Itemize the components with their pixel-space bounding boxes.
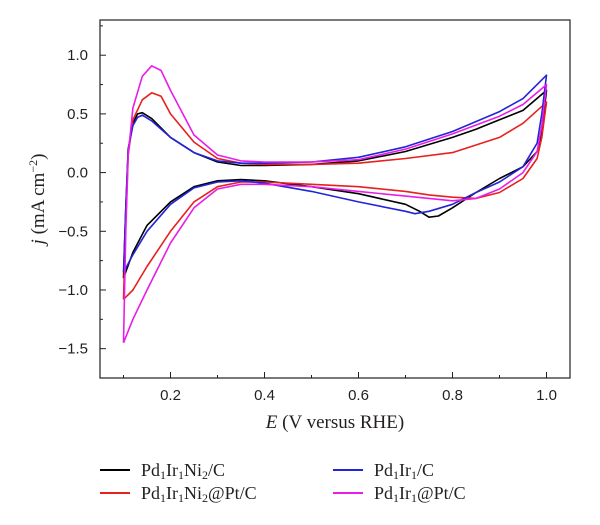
y-tick-label: 0.0 — [67, 165, 88, 182]
legend-label: Pd1Ir1@Pt/C — [374, 482, 466, 505]
cyclic-voltammetry-chart: 0.2 0.4 0.6 0.8 1.0 −1.5 −1.0 −0.5 0.0 0.5 1.0 E … — [26, 19, 571, 433]
series-line-3 — [122, 74, 548, 273]
y-tick-label: −1.5 — [58, 341, 88, 358]
legend-swatch — [333, 492, 363, 494]
legend-item: Pd1Ir1Ni2@Pt/C — [100, 481, 257, 505]
legend-label: Pd1Ir1Ni2@Pt/C — [141, 482, 257, 505]
x-axis-ticks: 0.2 0.4 0.6 0.8 1.0 — [123, 372, 557, 404]
y-axis-ticks: −1.5 −1.0 −0.5 0.0 0.5 1.0 — [58, 25, 106, 358]
legend-label: Pd1Ir1Ni2/C — [141, 459, 226, 482]
y-tick-label: 0.5 — [67, 106, 88, 123]
x-tick-label: 0.8 — [442, 387, 463, 404]
legend-swatch — [100, 492, 130, 494]
chart-legend: Pd1Ir1Ni2/C Pd1Ir1Ni2@Pt/C Pd1Ir1/C Pd1I… — [0, 448, 600, 518]
legend-item: Pd1Ir1/C — [333, 458, 434, 482]
legend-swatch — [100, 469, 130, 471]
x-axis-label-text: (V versus RHE) — [277, 412, 404, 433]
legend-item: Pd1Ir1@Pt/C — [333, 481, 466, 505]
y-tick-label: −1.0 — [58, 282, 88, 299]
y-axis-label-symbol: j — [28, 239, 49, 247]
y-tick-label: −0.5 — [58, 223, 88, 240]
y-axis-label-close: ) — [28, 154, 49, 160]
y-axis-label: j (mA cm−2) — [26, 154, 49, 248]
legend-item: Pd1Ir1Ni2/C — [100, 458, 225, 482]
y-tick-label: 1.0 — [67, 47, 88, 64]
y-axis-label-exponent: −2 — [26, 160, 40, 173]
legend-swatch — [333, 469, 363, 471]
legend-label: Pd1Ir1/C — [374, 459, 435, 482]
x-tick-label: 0.2 — [160, 387, 181, 404]
x-tick-label: 0.4 — [254, 387, 275, 404]
x-tick-label: 1.0 — [536, 387, 557, 404]
x-tick-label: 0.6 — [348, 387, 369, 404]
x-axis-label-symbol: E — [265, 412, 278, 433]
series-line-4 — [122, 65, 548, 344]
series-line-2 — [122, 92, 548, 300]
x-axis-label: E (V versus RHE) — [265, 412, 404, 433]
plot-curves — [122, 65, 548, 344]
plot-frame — [99, 19, 571, 379]
y-axis-label-text: (mA cm — [28, 172, 49, 239]
